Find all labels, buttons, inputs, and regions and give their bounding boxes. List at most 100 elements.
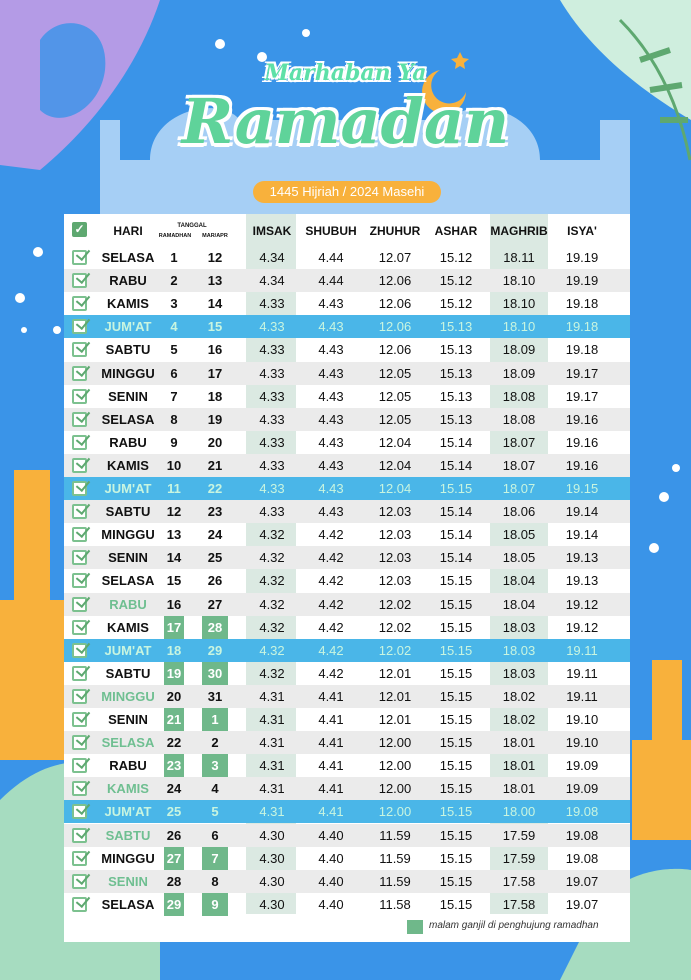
imsak-time-cell: 4.33: [259, 388, 285, 404]
ramadhan-date-cell: 20: [166, 688, 182, 704]
imsak-time-cell: 4.30: [259, 896, 285, 912]
checkbox-icon[interactable]: [72, 250, 87, 265]
legend-text: malam ganjil di penghujung ramadhan: [429, 920, 599, 931]
checkbox-icon[interactable]: [72, 527, 87, 543]
checkbox-icon[interactable]: [72, 665, 87, 681]
masehi-date-cell: 9: [202, 892, 228, 916]
checkbox-icon[interactable]: [72, 319, 87, 335]
checkbox-icon[interactable]: [72, 596, 87, 612]
table-row: SELASA 8 19 4.33 4.43 12.05 15.13 18.08 19.16: [64, 407, 630, 431]
zhuhur-time-cell: 12.03: [378, 504, 412, 520]
shubuh-time-cell: 4.43: [318, 457, 344, 473]
checkbox-icon[interactable]: [72, 273, 87, 289]
ashar-time-cell: 15.15: [439, 827, 473, 843]
day-cell: SABTU: [105, 665, 151, 681]
ramadhan-date-cell: 19: [164, 661, 184, 685]
zhuhur-time-cell: 12.00: [378, 804, 412, 820]
maghrib-time-cell: 18.10: [502, 319, 536, 335]
checkbox-icon[interactable]: [72, 411, 87, 427]
checkbox-icon[interactable]: [72, 735, 87, 751]
legend-swatch: [407, 920, 423, 934]
masehi-date-cell: 20: [207, 434, 223, 450]
isya-time-cell: 19.08: [565, 850, 599, 866]
checkbox-icon[interactable]: [72, 434, 87, 450]
ashar-time-cell: 15.15: [439, 596, 473, 612]
zhuhur-time-cell: 12.05: [378, 365, 412, 381]
day-cell: RABU: [109, 758, 147, 774]
table-row: SENIN 7 18 4.33 4.43 12.05 15.13 18.08 19.17: [64, 385, 630, 408]
table-row: KAMIS 10 21 4.33 4.43 12.04 15.14 18.07 19.16: [64, 453, 630, 477]
isya-time-cell: 19.09: [565, 781, 599, 797]
col-zhuhur: ZHUHUR: [369, 224, 421, 238]
imsak-time-cell: 4.30: [259, 850, 285, 866]
day-cell: KAMIS: [107, 457, 149, 473]
checkbox-icon[interactable]: [72, 804, 87, 820]
maghrib-time-cell: 18.00: [502, 804, 536, 820]
zhuhur-time-cell: 12.03: [378, 527, 412, 543]
day-cell: SABTU: [105, 342, 151, 358]
day-cell: RABU: [109, 596, 147, 612]
imsak-time-cell: 4.33: [259, 319, 285, 335]
ramadhan-date-cell: 21: [164, 708, 184, 731]
checkbox-icon[interactable]: [72, 388, 87, 404]
shubuh-time-cell: 4.42: [318, 596, 344, 612]
maghrib-time-cell: 18.03: [502, 642, 536, 658]
checkbox-icon[interactable]: [72, 619, 87, 635]
ashar-time-cell: 15.14: [439, 527, 473, 543]
isya-time-cell: 19.10: [565, 735, 599, 751]
checkbox-icon[interactable]: [72, 850, 87, 866]
ashar-time-cell: 15.15: [439, 688, 473, 704]
isya-time-cell: 19.16: [565, 434, 599, 450]
isya-time-cell: 19.18: [565, 342, 599, 358]
shubuh-time-cell: 4.44: [318, 273, 344, 289]
zhuhur-time-cell: 12.00: [378, 735, 412, 751]
table-row-friday: JUM'AT 18 29 4.32 4.42 12.02 15.15 18.03 19.11: [64, 638, 630, 662]
ashar-time-cell: 15.15: [439, 850, 473, 866]
checkbox-icon[interactable]: [72, 781, 87, 797]
zhuhur-time-cell: 11.59: [379, 827, 411, 843]
ashar-time-cell: 15.15: [439, 804, 473, 820]
header-checkbox-icon[interactable]: ✓: [72, 222, 87, 237]
checkbox-icon[interactable]: [72, 688, 87, 704]
zhuhur-time-cell: 12.04: [378, 457, 412, 473]
imsak-time-cell: 4.32: [259, 596, 285, 612]
checkbox-icon[interactable]: [72, 827, 87, 843]
checkbox-icon[interactable]: [72, 296, 87, 312]
isya-time-cell: 19.17: [565, 365, 599, 381]
checkbox-icon[interactable]: [72, 342, 87, 358]
checkbox-icon[interactable]: [72, 504, 87, 520]
ramadhan-date-cell: 12: [166, 504, 182, 520]
checkbox-icon[interactable]: [72, 712, 87, 727]
isya-time-cell: 19.14: [565, 527, 599, 543]
day-cell: MINGGU: [101, 850, 155, 866]
ramadhan-date-cell: 3: [170, 296, 178, 312]
day-cell: SENIN: [108, 550, 148, 566]
day-cell: SELASA: [101, 411, 155, 427]
col-mar-apr: MAR/APR: [202, 233, 228, 239]
zhuhur-time-cell: 12.04: [378, 434, 412, 450]
table-row: KAMIS 3 14 4.33 4.43 12.06 15.12 18.10 19.18: [64, 292, 630, 315]
col-shubuh: SHUBUH: [305, 224, 357, 238]
isya-time-cell: 19.12: [565, 596, 599, 612]
ramadhan-date-cell: 24: [166, 781, 182, 797]
table-row: SELASA 1 12 4.34 4.44 12.07 15.12 18.11 19.19: [64, 246, 630, 269]
maghrib-time-cell: 18.07: [502, 481, 536, 496]
ashar-time-cell: 15.12: [439, 250, 473, 265]
checkbox-icon[interactable]: [72, 873, 87, 889]
checkbox-icon[interactable]: [72, 642, 87, 658]
checkbox-icon[interactable]: [72, 481, 87, 496]
maghrib-time-cell: 18.02: [502, 712, 536, 727]
imsak-time-cell: 4.33: [259, 457, 285, 473]
maghrib-time-cell: 18.07: [502, 434, 536, 450]
day-cell: SABTU: [105, 504, 151, 520]
checkbox-icon[interactable]: [72, 457, 87, 473]
checkbox-icon[interactable]: [72, 573, 87, 589]
checkbox-icon[interactable]: [72, 365, 87, 381]
shubuh-time-cell: 4.43: [318, 319, 344, 335]
checkbox-icon[interactable]: [72, 758, 87, 774]
zhuhur-time-cell: 12.02: [378, 596, 412, 612]
checkbox-icon[interactable]: [72, 896, 87, 912]
imsak-time-cell: 4.32: [259, 527, 285, 543]
checkbox-icon[interactable]: [72, 550, 87, 566]
masehi-date-cell: 25: [207, 550, 223, 566]
